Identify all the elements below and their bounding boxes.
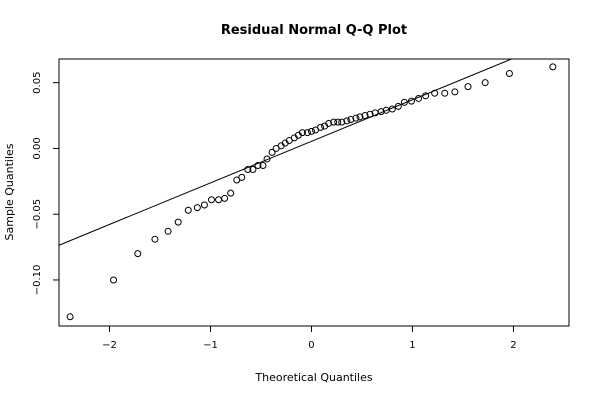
data-point — [66, 313, 74, 321]
data-point — [221, 194, 229, 202]
data-point — [268, 148, 276, 156]
data-point — [334, 118, 342, 126]
y-tick-label: 0.00 — [32, 137, 43, 159]
data-point — [394, 102, 402, 110]
data-point — [151, 235, 159, 243]
data-point — [307, 127, 315, 135]
x-tick-label: −2 — [102, 340, 117, 351]
data-point — [505, 69, 513, 77]
data-point — [422, 92, 430, 100]
y-tick-label: −0.05 — [32, 199, 43, 230]
x-axis-label: Theoretical Quantiles — [254, 371, 372, 384]
data-point — [481, 79, 489, 87]
data-point — [200, 201, 208, 209]
y-tick-label: −0.10 — [32, 265, 43, 296]
data-point — [356, 113, 364, 121]
data-point — [134, 250, 142, 258]
data-point — [347, 116, 355, 124]
data-point — [431, 89, 439, 97]
plot-frame — [58, 58, 570, 327]
data-point — [259, 162, 267, 170]
x-tick-label: 1 — [409, 340, 415, 351]
data-point — [325, 119, 333, 127]
reference-line — [58, 58, 512, 246]
data-point — [343, 117, 351, 125]
data-point — [400, 98, 408, 106]
data-point — [254, 162, 262, 170]
x-tick-label: 2 — [510, 340, 516, 351]
data-point — [227, 189, 235, 197]
plot-area — [58, 58, 557, 321]
data-point — [110, 276, 118, 284]
data-point — [193, 204, 201, 212]
data-point — [464, 83, 472, 91]
data-point — [377, 108, 385, 116]
y-axis-label: Sample Quantiles — [3, 143, 16, 240]
x-tick-label: −1 — [203, 340, 218, 351]
data-point — [174, 218, 182, 226]
data-point — [215, 196, 223, 204]
data-point — [451, 88, 459, 96]
data-point — [244, 165, 252, 173]
data-point — [407, 97, 415, 105]
data-point — [317, 123, 325, 131]
data-point — [352, 114, 360, 122]
data-point — [338, 118, 346, 126]
data-point — [366, 110, 374, 118]
data-point — [361, 112, 369, 120]
data-point — [249, 165, 257, 173]
x-axis: −2 −1 0 1 2 — [102, 326, 517, 351]
data-point — [388, 105, 396, 113]
data-point — [298, 129, 306, 137]
data-point — [238, 173, 246, 181]
data-point — [263, 155, 271, 163]
data-point — [415, 94, 423, 102]
data-point — [303, 129, 311, 137]
data-point — [330, 118, 338, 126]
x-tick-label: 0 — [308, 340, 314, 351]
data-point — [441, 89, 449, 97]
data-point — [164, 227, 172, 235]
data-point — [549, 63, 557, 71]
data-point — [207, 196, 215, 204]
y-axis: −0.10 −0.05 0.00 0.05 — [32, 72, 59, 296]
data-point — [184, 206, 192, 214]
y-tick-label: 0.05 — [32, 72, 43, 94]
chart-title: Residual Normal Q-Q Plot — [221, 23, 407, 38]
